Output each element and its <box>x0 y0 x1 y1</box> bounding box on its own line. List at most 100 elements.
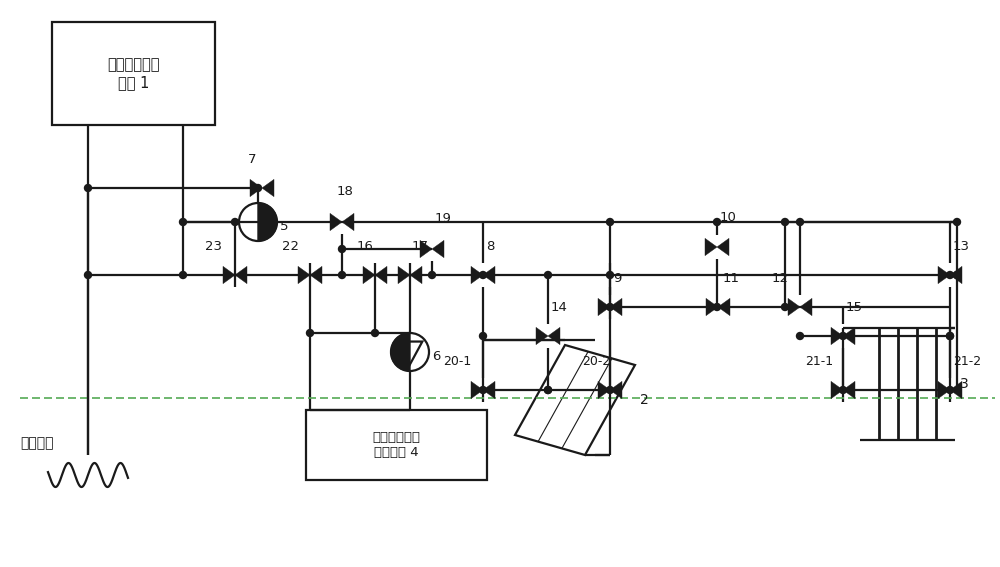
Circle shape <box>180 272 186 278</box>
Text: 2: 2 <box>640 393 649 407</box>
Bar <box>306 410 487 480</box>
Polygon shape <box>800 298 812 316</box>
Text: 23: 23 <box>205 240 222 253</box>
Text: 9: 9 <box>613 272 621 285</box>
Text: 20-2: 20-2 <box>582 355 610 368</box>
Polygon shape <box>483 266 495 284</box>
Polygon shape <box>471 266 483 284</box>
Circle shape <box>796 332 804 340</box>
Polygon shape <box>610 382 622 399</box>
Text: 5: 5 <box>280 219 288 232</box>
Text: 7: 7 <box>248 153 256 166</box>
Circle shape <box>338 272 346 278</box>
Polygon shape <box>258 203 277 241</box>
Polygon shape <box>938 382 950 399</box>
Polygon shape <box>831 382 843 399</box>
Polygon shape <box>717 238 729 256</box>
Text: 工业余热回收
装置 1: 工业余热回收 装置 1 <box>107 57 160 90</box>
Text: 15: 15 <box>846 301 863 314</box>
Polygon shape <box>235 266 247 284</box>
Circle shape <box>714 303 720 311</box>
Text: 19: 19 <box>435 212 452 225</box>
Polygon shape <box>843 327 855 345</box>
Circle shape <box>840 332 846 340</box>
Polygon shape <box>938 266 950 284</box>
Circle shape <box>796 218 804 226</box>
Circle shape <box>480 387 486 393</box>
Circle shape <box>954 218 960 226</box>
Text: 14: 14 <box>551 301 568 314</box>
Text: 22: 22 <box>282 240 299 253</box>
Circle shape <box>946 332 954 340</box>
Circle shape <box>544 272 552 278</box>
Polygon shape <box>831 327 843 345</box>
Text: 6: 6 <box>432 349 440 362</box>
Circle shape <box>232 218 239 226</box>
Circle shape <box>606 303 614 311</box>
Text: 16: 16 <box>357 240 374 253</box>
Text: 11: 11 <box>723 272 740 285</box>
Polygon shape <box>598 298 610 316</box>
Circle shape <box>306 329 314 336</box>
Circle shape <box>338 246 346 252</box>
Polygon shape <box>250 179 262 197</box>
Polygon shape <box>432 240 444 257</box>
Text: 21-1: 21-1 <box>805 355 833 368</box>
Text: 20-1: 20-1 <box>443 355 471 368</box>
Circle shape <box>782 218 788 226</box>
Text: 低温热水供热
末端装置 4: 低温热水供热 末端装置 4 <box>372 431 420 459</box>
Polygon shape <box>950 266 962 284</box>
Circle shape <box>606 272 614 278</box>
Circle shape <box>606 218 614 226</box>
Polygon shape <box>375 266 387 284</box>
Circle shape <box>840 387 846 393</box>
Polygon shape <box>398 266 410 284</box>
Polygon shape <box>548 327 560 345</box>
Polygon shape <box>223 266 235 284</box>
Text: 13: 13 <box>953 240 970 253</box>
Polygon shape <box>950 382 962 399</box>
Polygon shape <box>536 327 548 345</box>
Polygon shape <box>718 298 730 316</box>
Text: 18: 18 <box>337 185 354 198</box>
Polygon shape <box>610 298 622 316</box>
Circle shape <box>372 329 378 336</box>
Text: 10: 10 <box>720 211 737 224</box>
Polygon shape <box>420 240 432 257</box>
Text: 12: 12 <box>772 272 789 285</box>
Polygon shape <box>330 213 342 231</box>
Bar <box>52 22 215 125</box>
Text: 热用户侧: 热用户侧 <box>20 436 54 450</box>
Polygon shape <box>298 266 310 284</box>
Polygon shape <box>363 266 375 284</box>
Circle shape <box>782 303 788 311</box>
Circle shape <box>946 272 954 278</box>
Polygon shape <box>598 382 610 399</box>
Polygon shape <box>705 238 717 256</box>
Polygon shape <box>262 179 274 197</box>
Circle shape <box>946 332 954 340</box>
Circle shape <box>544 387 552 393</box>
Text: 3: 3 <box>960 377 969 391</box>
Polygon shape <box>706 298 718 316</box>
Polygon shape <box>843 382 855 399</box>
Circle shape <box>84 184 92 192</box>
Circle shape <box>544 387 552 393</box>
Text: 8: 8 <box>486 240 494 253</box>
Circle shape <box>954 272 960 278</box>
Circle shape <box>714 218 720 226</box>
Text: 17: 17 <box>412 240 429 253</box>
Polygon shape <box>788 298 800 316</box>
Circle shape <box>480 332 486 340</box>
Circle shape <box>480 272 486 278</box>
Circle shape <box>428 272 436 278</box>
Circle shape <box>180 218 186 226</box>
Polygon shape <box>342 213 354 231</box>
Polygon shape <box>391 333 410 371</box>
Circle shape <box>254 184 262 192</box>
Circle shape <box>606 387 614 393</box>
Polygon shape <box>483 382 495 399</box>
Text: 21-2: 21-2 <box>953 355 981 368</box>
Polygon shape <box>410 266 422 284</box>
Polygon shape <box>310 266 322 284</box>
